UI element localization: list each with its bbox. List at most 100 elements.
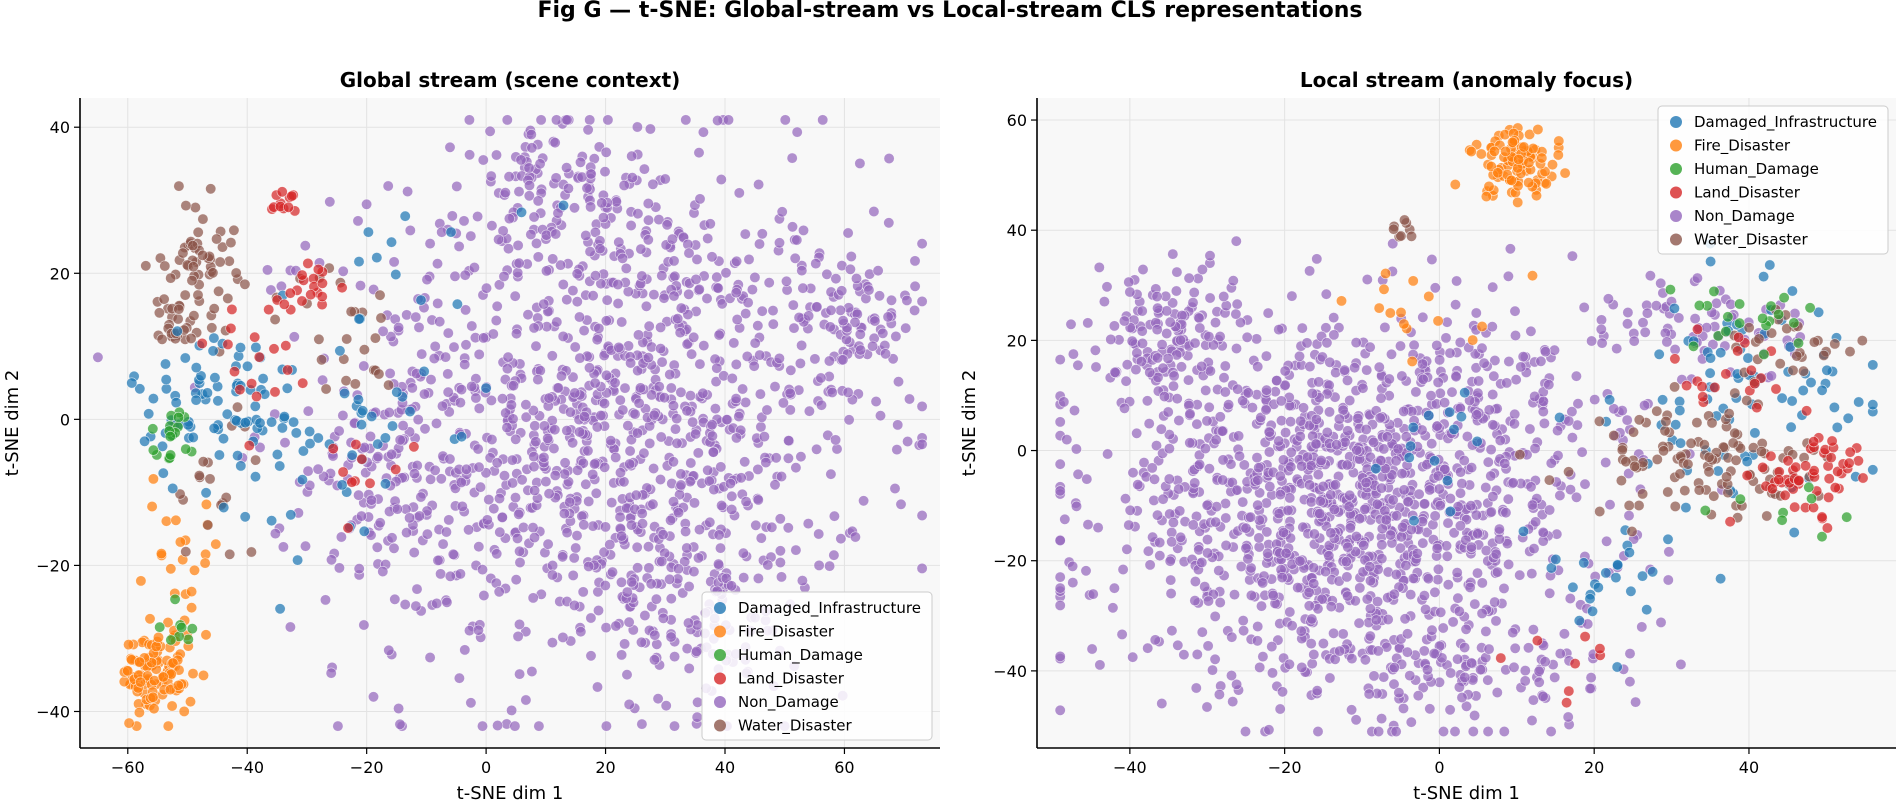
data-point (1226, 669, 1238, 681)
data-point (415, 491, 427, 503)
data-point (526, 665, 538, 677)
data-point (401, 527, 413, 539)
data-point (402, 186, 414, 198)
data-point (1633, 499, 1645, 511)
data-point (251, 390, 263, 402)
data-point (1704, 367, 1716, 379)
data-point (716, 298, 728, 310)
data-point (1230, 308, 1242, 320)
data-point (299, 540, 311, 552)
data-point (1459, 641, 1471, 653)
data-point (1490, 615, 1502, 627)
y-tick-label: −40 (993, 662, 1027, 681)
data-point (892, 419, 904, 431)
data-point (1231, 342, 1243, 354)
data-point (574, 426, 586, 438)
data-point (703, 475, 715, 487)
data-point (1504, 243, 1516, 255)
data-point (1531, 635, 1543, 647)
legend-label: Land_Disaster (1694, 184, 1801, 203)
data-point (690, 428, 702, 440)
data-point (412, 414, 424, 426)
data-point (657, 612, 669, 624)
data-point (669, 270, 681, 282)
data-point (1620, 456, 1632, 468)
data-point (383, 644, 395, 656)
data-point (507, 477, 519, 489)
data-point (666, 233, 678, 245)
data-point (424, 238, 436, 250)
data-point (592, 604, 604, 616)
data-point (1304, 265, 1316, 277)
data-point (282, 364, 294, 376)
data-point (1142, 642, 1154, 654)
data-point (1445, 667, 1457, 679)
data-point (1765, 370, 1777, 382)
data-point (1428, 647, 1440, 659)
data-point (916, 400, 928, 412)
data-point (1490, 548, 1502, 560)
data-point (147, 691, 159, 703)
data-point (1231, 678, 1243, 690)
data-point (1069, 404, 1081, 416)
data-point (1779, 489, 1791, 501)
data-point (324, 196, 336, 208)
data-point (688, 566, 700, 578)
data-point (353, 489, 365, 501)
data-point (1402, 628, 1414, 640)
data-point (1696, 381, 1708, 393)
data-point (1803, 481, 1815, 493)
data-point (1203, 595, 1215, 607)
data-point (708, 484, 720, 496)
data-point (1152, 371, 1164, 383)
data-point (1231, 298, 1243, 310)
data-point (391, 503, 403, 515)
data-point (1242, 553, 1254, 565)
data-point (304, 479, 316, 491)
data-point (187, 431, 199, 443)
data-point (835, 533, 847, 545)
data-point (828, 510, 840, 522)
data-point (585, 650, 597, 662)
data-point (153, 631, 165, 643)
data-point (620, 262, 632, 274)
data-point (1708, 285, 1720, 297)
data-point (1572, 398, 1584, 410)
data-point (513, 186, 525, 198)
data-point (589, 377, 601, 389)
data-point (249, 331, 261, 343)
data-point (599, 461, 611, 473)
data-point (741, 350, 753, 362)
data-point (626, 172, 638, 184)
data-point (1144, 559, 1156, 571)
data-point (1741, 469, 1753, 481)
data-point (146, 500, 158, 512)
data-point (249, 400, 261, 412)
data-point (1283, 658, 1295, 670)
data-point (843, 414, 855, 426)
data-point (769, 479, 781, 491)
data-point (1054, 582, 1066, 594)
data-point (830, 273, 842, 285)
data-point (889, 482, 901, 494)
data-point (534, 158, 546, 170)
data-point (713, 329, 725, 341)
data-point (1207, 664, 1219, 676)
data-point (1167, 297, 1179, 309)
data-point (440, 526, 452, 538)
data-point (1398, 484, 1410, 496)
data-point (1148, 494, 1160, 506)
data-point (1502, 270, 1514, 282)
data-point (1475, 664, 1487, 676)
data-point (746, 284, 758, 296)
data-point (648, 409, 660, 421)
data-point (1657, 394, 1669, 406)
data-point (1573, 615, 1585, 627)
data-point (493, 234, 505, 246)
data-point (654, 473, 666, 485)
data-point (740, 496, 752, 508)
data-point (337, 265, 349, 277)
data-point (1808, 465, 1820, 477)
data-point (1787, 364, 1799, 376)
data-point (1238, 459, 1250, 471)
